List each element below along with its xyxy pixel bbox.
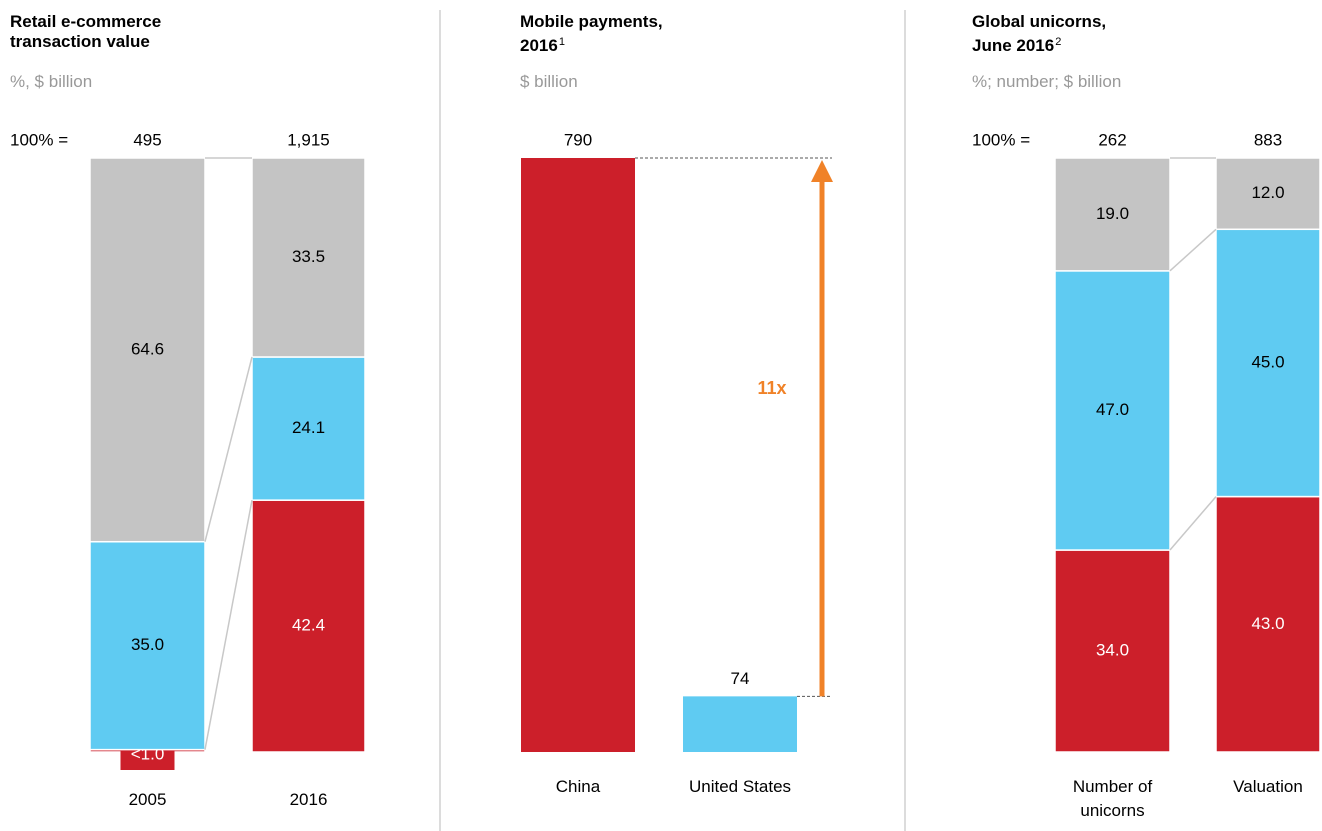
value-label: 33.5	[292, 247, 325, 266]
bar-segment	[251, 356, 366, 501]
connector	[1169, 496, 1217, 551]
title-note: 1	[558, 36, 565, 48]
connector	[204, 500, 253, 750]
bar-segment	[1215, 157, 1321, 231]
total-prefix: 100% =	[10, 130, 68, 149]
value-label: 12.0	[1251, 183, 1284, 202]
total-prefix: 100% =	[972, 130, 1030, 149]
total-label: 1,915	[287, 130, 330, 149]
value-label: 47.0	[1096, 400, 1129, 419]
bar-segment	[251, 499, 366, 753]
value-label: 42.4	[292, 616, 325, 635]
value-label: 45.0	[1251, 352, 1284, 371]
x-tick-label: 2016	[289, 790, 328, 809]
chart-subtitle: %, $ billion	[10, 72, 93, 91]
x-tick-label: Number of unicorns	[1072, 777, 1153, 820]
value-label: 43.0	[1251, 614, 1284, 633]
total-label: 262	[1098, 130, 1126, 149]
total-label: 495	[133, 130, 161, 149]
chart-title: Mobile payments, 20161	[520, 12, 663, 55]
bar-segment	[1054, 549, 1171, 753]
bar	[521, 158, 635, 752]
chart-title: Global unicorns, June 20162	[972, 12, 1107, 55]
value-label: 35.0	[131, 635, 164, 654]
bar-segment	[1054, 270, 1171, 551]
value-label: 19.0	[1096, 204, 1129, 223]
ratio-arrow-head	[811, 160, 833, 182]
value-label: 790	[564, 130, 592, 149]
value-label: 64.6	[131, 339, 164, 358]
bar	[683, 696, 797, 752]
bar-segment	[89, 540, 206, 751]
annotation: 11x	[757, 378, 786, 398]
value-label: 24.1	[292, 418, 325, 437]
x-tick-label: China	[555, 777, 601, 796]
bar-segment	[1215, 228, 1321, 498]
title-note: 2	[1055, 36, 1062, 48]
x-tick-label: Valuation	[1233, 777, 1303, 796]
chart-subtitle: $ billion	[520, 72, 578, 91]
chart-subtitle: %; number; $ billion	[972, 72, 1122, 91]
value-label: 74	[731, 669, 750, 688]
chart-title: Retail e-commerce transaction value	[10, 12, 162, 51]
bar-segment	[1215, 495, 1321, 753]
x-tick-label: United States	[688, 777, 792, 796]
connector	[204, 356, 253, 542]
value-label: 34.0	[1096, 641, 1129, 660]
bar-segment	[89, 157, 206, 543]
bar-segment	[251, 157, 366, 358]
bar-segment	[1054, 157, 1171, 272]
connector	[1169, 228, 1217, 272]
x-tick-label: 2005	[128, 790, 167, 809]
total-label: 883	[1254, 130, 1282, 149]
